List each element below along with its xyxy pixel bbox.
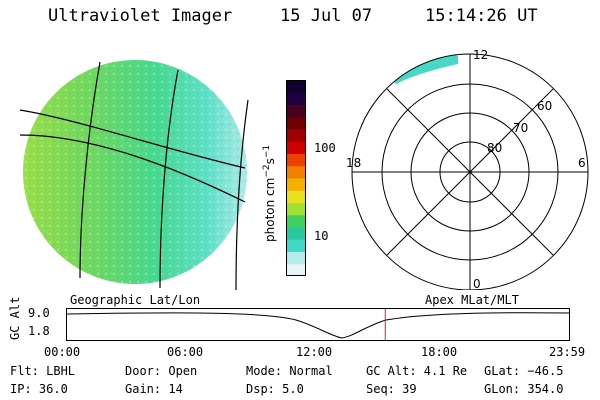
- timeline-x-tick-0600: 06:00: [167, 345, 204, 359]
- colorbar-band: [286, 251, 306, 265]
- mlt-label-12: 12: [473, 48, 488, 62]
- colorbar-band: [286, 190, 306, 203]
- polar-aurora-patch: [390, 54, 458, 84]
- timeline-x-tick-1800: 18:00: [421, 345, 458, 359]
- colorbar-band: [286, 239, 306, 252]
- mode-status: Mode: Normal: [246, 364, 333, 378]
- colorbar-band: [286, 92, 306, 105]
- colorbar-band: [286, 263, 306, 277]
- colorbar-band: [286, 165, 306, 179]
- image-time: 15:14:26 UT: [425, 6, 538, 26]
- instrument-title: Ultraviolet Imager: [48, 6, 233, 26]
- colorbar-gradient: [286, 80, 306, 277]
- timeline-x-tick-0000: 00:00: [44, 345, 81, 359]
- ip-status: IP: 36.0: [10, 382, 68, 396]
- glon-status: GLon: 354.0: [484, 382, 564, 396]
- dsp-status: Dsp: 5.0: [246, 382, 304, 396]
- colorbar-unit-label: photon cm−2s−1: [262, 144, 277, 242]
- colorbar-border: [286, 80, 306, 276]
- colorbar-band: [286, 153, 306, 167]
- geographic-grid: [19, 61, 249, 290]
- colorbar-band: [286, 214, 306, 228]
- timeline-right-label: Apex MLat/MLT: [425, 293, 519, 307]
- gain-status: Gain: 14: [125, 382, 183, 396]
- colorbar: [286, 80, 306, 277]
- mlt-label-6: 6: [578, 156, 586, 170]
- lat-label-70: 70: [513, 121, 528, 135]
- timeline-frame: [66, 308, 570, 341]
- timeline-axis-title: GC Alt: [8, 296, 22, 340]
- colorbar-tick-100: 100: [314, 141, 336, 155]
- gc-alt-status: GC Alt: 4.1 Re: [366, 364, 468, 378]
- altitude-curve: [66, 312, 570, 339]
- colorbar-band: [286, 141, 306, 154]
- filter-status: Flt: LBHL: [10, 364, 76, 378]
- colorbar-band: [286, 80, 306, 93]
- colorbar-tick-10: 10: [314, 229, 329, 243]
- lat-label-80: 80: [487, 141, 502, 155]
- polar-diagonal-2: [386, 88, 554, 256]
- glat-status: GLat: −46.5: [484, 364, 564, 378]
- polar-mlt-plot: 12 18 6 0 60 70 80: [346, 48, 589, 290]
- altitude-timeline-plot: [66, 308, 570, 341]
- timeline-y-top: 9.0: [28, 306, 50, 320]
- timeline-y-bottom: 1.8: [28, 324, 50, 338]
- earth-disc: [23, 60, 247, 284]
- image-date: 15 Jul 07: [280, 6, 373, 26]
- lat-label-60: 60: [537, 99, 552, 113]
- uv-earth-image: [19, 60, 249, 290]
- mlt-label-0: 0: [473, 277, 481, 290]
- timeline-left-label: Geographic Lat/Lon: [70, 293, 201, 307]
- colorbar-band: [286, 129, 306, 142]
- colorbar-band: [286, 202, 306, 216]
- timeline-x-tick-2359: 23:59: [549, 345, 586, 359]
- seq-status: Seq: 39: [366, 382, 417, 396]
- mlt-label-18: 18: [346, 156, 361, 170]
- colorbar-band: [286, 116, 306, 130]
- colorbar-band: [286, 178, 306, 191]
- colorbar-band: [286, 227, 306, 240]
- door-status: Door: Open: [125, 364, 198, 378]
- colorbar-band: [286, 104, 306, 118]
- timeline-x-tick-1200: 12:00: [296, 345, 333, 359]
